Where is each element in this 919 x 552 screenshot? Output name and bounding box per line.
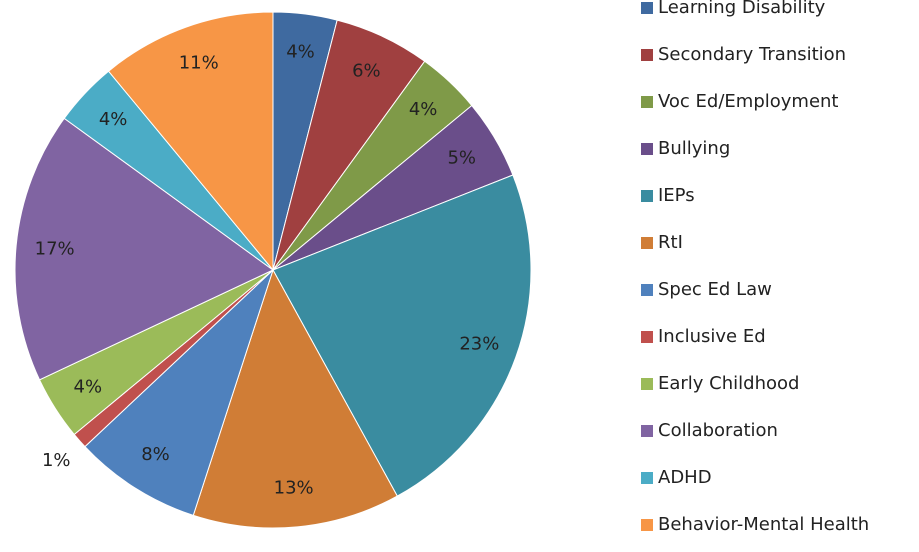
legend-label: Early Childhood — [658, 373, 799, 394]
pie-slice — [272, 174, 532, 497]
legend-label: Spec Ed Law — [658, 279, 772, 300]
data-label: 8% — [141, 444, 170, 465]
legend-swatch — [641, 472, 653, 484]
legend-label: IEPs — [658, 185, 695, 206]
legend-swatch — [641, 96, 653, 108]
pie-slice — [192, 268, 398, 529]
legend-swatch — [641, 237, 653, 249]
pie-slice — [14, 117, 274, 381]
legend-swatch — [641, 2, 653, 14]
legend-label: Inclusive Ed — [658, 326, 766, 347]
data-label: 4% — [99, 109, 128, 130]
legend-label: Behavior-Mental Health — [658, 514, 869, 535]
data-label: 4% — [74, 377, 103, 398]
legend-label: Learning Disability — [658, 0, 826, 18]
legend-swatch — [641, 284, 653, 296]
data-label: 4% — [409, 99, 438, 120]
data-label: 17% — [35, 238, 75, 259]
legend-swatch — [641, 143, 653, 155]
legend-label: RtI — [658, 232, 683, 253]
legend-swatch — [641, 519, 653, 531]
legend-label: Secondary Transition — [658, 44, 846, 65]
data-label: 23% — [459, 333, 499, 354]
legend-swatch — [641, 425, 653, 437]
data-label: 13% — [274, 477, 314, 498]
data-label: 11% — [179, 53, 219, 74]
legend-swatch — [641, 190, 653, 202]
legend-swatch — [641, 331, 653, 343]
legend-label: Bullying — [658, 138, 730, 159]
legend-label: Voc Ed/Employment — [658, 91, 838, 112]
legend-label: Collaboration — [658, 420, 778, 441]
data-label: 1% — [42, 450, 71, 471]
pie-slice — [107, 11, 274, 272]
data-label: 5% — [447, 147, 476, 168]
data-label: 4% — [286, 41, 315, 62]
data-label: 6% — [352, 61, 381, 82]
legend-label: ADHD — [658, 467, 712, 488]
legend-swatch — [641, 49, 653, 61]
legend-swatch — [641, 378, 653, 390]
pie-slice — [84, 269, 274, 517]
